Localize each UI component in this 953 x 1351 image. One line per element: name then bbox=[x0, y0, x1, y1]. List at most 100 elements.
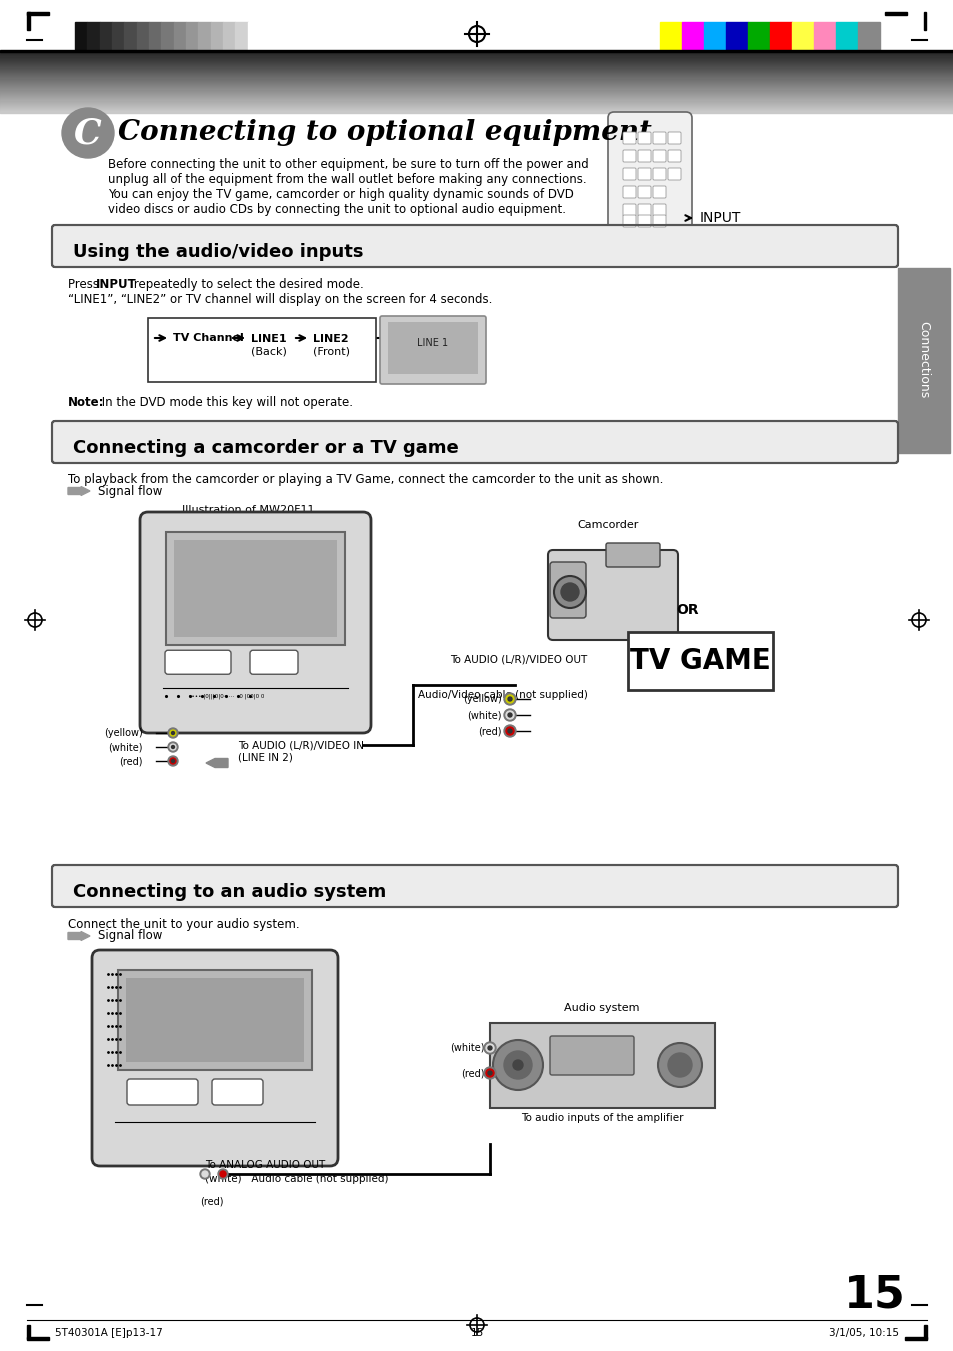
Circle shape bbox=[488, 1071, 492, 1075]
FancyBboxPatch shape bbox=[622, 168, 636, 180]
FancyBboxPatch shape bbox=[52, 226, 897, 267]
FancyArrow shape bbox=[68, 486, 90, 496]
Text: (yellow): (yellow) bbox=[463, 694, 501, 704]
Circle shape bbox=[507, 697, 512, 701]
Text: Connecting to an audio system: Connecting to an audio system bbox=[73, 884, 386, 901]
Bar bbox=[173, 540, 336, 636]
Text: (white)   Audio cable (not supplied): (white) Audio cable (not supplied) bbox=[205, 1174, 388, 1183]
FancyBboxPatch shape bbox=[652, 215, 665, 227]
Text: Using the audio/video inputs: Using the audio/video inputs bbox=[73, 243, 363, 261]
Text: (red): (red) bbox=[478, 725, 501, 736]
Bar bbox=[248, 22, 260, 50]
Bar bbox=[166, 532, 345, 644]
Circle shape bbox=[168, 757, 178, 766]
Circle shape bbox=[503, 693, 516, 705]
Text: unplug all of the equipment from the wall outlet before making any connections.: unplug all of the equipment from the wal… bbox=[108, 173, 586, 186]
Bar bbox=[490, 1023, 714, 1108]
Text: (white): (white) bbox=[467, 711, 501, 720]
Text: (red): (red) bbox=[461, 1069, 484, 1078]
Text: In the DVD mode this key will not operate.: In the DVD mode this key will not operat… bbox=[98, 396, 353, 409]
Bar bbox=[627, 632, 772, 690]
FancyArrow shape bbox=[68, 931, 90, 940]
FancyBboxPatch shape bbox=[652, 132, 665, 145]
Circle shape bbox=[170, 744, 175, 750]
Ellipse shape bbox=[62, 108, 113, 158]
Text: video discs or audio CDs by connecting the unit to optional audio equipment.: video discs or audio CDs by connecting t… bbox=[108, 203, 565, 216]
Bar bbox=[769, 22, 791, 50]
Text: repeatedly to select the desired mode.: repeatedly to select the desired mode. bbox=[130, 278, 363, 290]
FancyBboxPatch shape bbox=[652, 186, 665, 199]
Bar bbox=[88, 22, 99, 50]
Text: Connecting a camcorder or a TV game: Connecting a camcorder or a TV game bbox=[73, 439, 458, 457]
FancyBboxPatch shape bbox=[622, 186, 636, 199]
Circle shape bbox=[485, 1044, 494, 1052]
Text: Connecting to optional equipment: Connecting to optional equipment bbox=[118, 119, 651, 146]
FancyBboxPatch shape bbox=[52, 865, 897, 907]
Text: (Back): (Back) bbox=[251, 346, 287, 357]
FancyBboxPatch shape bbox=[52, 422, 897, 463]
FancyBboxPatch shape bbox=[91, 950, 337, 1166]
FancyBboxPatch shape bbox=[652, 150, 665, 162]
FancyBboxPatch shape bbox=[667, 168, 680, 180]
FancyBboxPatch shape bbox=[622, 150, 636, 162]
Text: Connect the unit to your audio system.: Connect the unit to your audio system. bbox=[68, 917, 299, 931]
Bar bbox=[223, 22, 235, 50]
Circle shape bbox=[503, 725, 516, 738]
Text: 15: 15 bbox=[470, 1328, 483, 1337]
Text: “LINE1”, “LINE2” or TV channel will display on the screen for 4 seconds.: “LINE1”, “LINE2” or TV channel will disp… bbox=[68, 293, 492, 305]
Text: (white): (white) bbox=[109, 742, 143, 753]
FancyBboxPatch shape bbox=[547, 550, 678, 640]
Text: 3/1/05, 10:15: 3/1/05, 10:15 bbox=[828, 1328, 898, 1337]
FancyBboxPatch shape bbox=[622, 204, 636, 216]
Bar bbox=[118, 970, 312, 1070]
Circle shape bbox=[220, 1171, 226, 1177]
FancyBboxPatch shape bbox=[667, 132, 680, 145]
Text: Signal flow: Signal flow bbox=[98, 929, 162, 943]
Text: (yellow): (yellow) bbox=[104, 728, 143, 738]
Circle shape bbox=[200, 1169, 210, 1179]
FancyBboxPatch shape bbox=[652, 204, 665, 216]
FancyBboxPatch shape bbox=[605, 543, 659, 567]
Text: To playback from the camcorder or playing a TV Game, connect the camcorder to th: To playback from the camcorder or playin… bbox=[68, 473, 662, 486]
Circle shape bbox=[488, 1046, 492, 1050]
Bar bbox=[884, 12, 906, 15]
Text: OR: OR bbox=[676, 603, 699, 617]
Circle shape bbox=[503, 1051, 532, 1079]
Circle shape bbox=[485, 1069, 494, 1077]
Bar bbox=[112, 22, 124, 50]
Circle shape bbox=[667, 1052, 691, 1077]
Text: LINE 1: LINE 1 bbox=[417, 338, 448, 349]
FancyBboxPatch shape bbox=[652, 168, 665, 180]
Text: (red): (red) bbox=[119, 757, 143, 766]
Bar bbox=[148, 317, 375, 382]
Bar bbox=[149, 22, 161, 50]
Text: To ANALOG AUDIO OUT: To ANALOG AUDIO OUT bbox=[205, 1161, 325, 1170]
Circle shape bbox=[168, 742, 178, 753]
Bar bbox=[27, 12, 30, 30]
Bar bbox=[198, 22, 211, 50]
Circle shape bbox=[505, 711, 514, 719]
Circle shape bbox=[658, 1043, 701, 1088]
Bar bbox=[923, 1325, 926, 1339]
Circle shape bbox=[503, 709, 516, 721]
Text: LINE2: LINE2 bbox=[313, 334, 348, 345]
FancyBboxPatch shape bbox=[607, 112, 691, 242]
FancyBboxPatch shape bbox=[550, 1036, 634, 1075]
Bar bbox=[126, 978, 304, 1062]
Bar bbox=[211, 22, 223, 50]
Text: Audio/Video cable (not supplied): Audio/Video cable (not supplied) bbox=[417, 690, 587, 700]
Text: Audio system: Audio system bbox=[563, 1002, 639, 1013]
FancyBboxPatch shape bbox=[550, 562, 585, 617]
FancyBboxPatch shape bbox=[638, 186, 650, 199]
Bar bbox=[0, 50, 953, 51]
Bar bbox=[136, 22, 149, 50]
Circle shape bbox=[513, 1061, 522, 1070]
FancyBboxPatch shape bbox=[638, 150, 650, 162]
FancyBboxPatch shape bbox=[638, 168, 650, 180]
Text: Illustration of MW20F11: Illustration of MW20F11 bbox=[182, 505, 314, 515]
Bar bbox=[75, 22, 88, 50]
Text: (white): (white) bbox=[450, 1043, 484, 1052]
Bar bbox=[124, 22, 136, 50]
Text: (Front): (Front) bbox=[313, 346, 350, 357]
Bar bbox=[703, 22, 725, 50]
